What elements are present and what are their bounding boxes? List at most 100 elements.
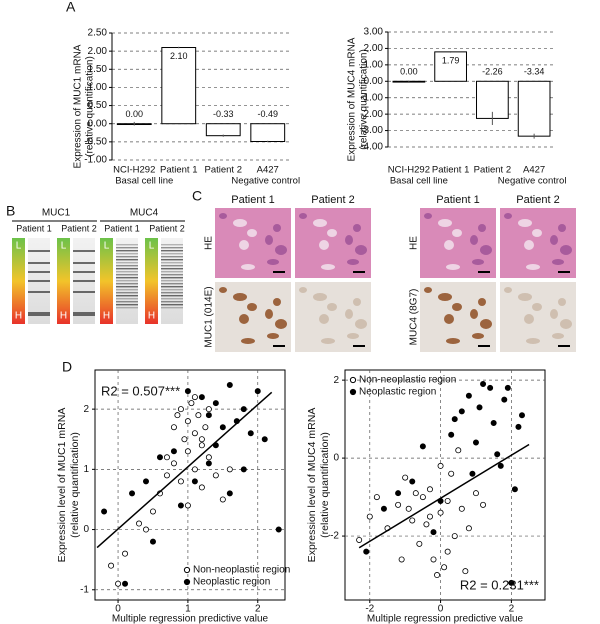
- y-tick-label: 0.00: [364, 76, 384, 87]
- gel-band: [161, 247, 183, 249]
- gel-band: [161, 268, 183, 270]
- ladder-top: L: [16, 241, 22, 252]
- point: [504, 384, 511, 391]
- point: [247, 430, 254, 437]
- tissue: [247, 229, 257, 237]
- tissue: [424, 287, 432, 293]
- tissue: [550, 309, 558, 319]
- y-tick-label: 0.00: [88, 118, 108, 129]
- y-axis-label: (relative quantification): [69, 432, 81, 538]
- x-tick-label: 2: [509, 604, 515, 615]
- column-header: Patient 2: [311, 194, 354, 206]
- gel-title: MUC1: [42, 208, 71, 219]
- point: [142, 478, 149, 485]
- lane-label: Patient 2: [61, 223, 97, 233]
- tissue: [355, 245, 367, 255]
- tissue: [345, 235, 353, 245]
- row-label: MUC4 (8G7): [409, 289, 420, 346]
- legend-marker: [183, 578, 191, 586]
- tissue: [313, 293, 327, 301]
- gel-band: [116, 304, 138, 306]
- tissue: [470, 309, 478, 319]
- point: [226, 490, 233, 497]
- gel-band: [73, 262, 95, 264]
- point: [115, 580, 122, 587]
- y-tick-label: 2: [83, 404, 89, 415]
- gel-band: [28, 280, 50, 282]
- y-tick-label: -1.00: [360, 92, 383, 103]
- point: [444, 497, 451, 504]
- point: [430, 529, 437, 536]
- gel-band: [28, 312, 50, 316]
- point: [419, 494, 426, 501]
- y-tick-label: -1: [80, 584, 89, 595]
- point: [198, 484, 205, 491]
- point: [181, 436, 188, 443]
- y-tick-label: 2.00: [364, 43, 384, 54]
- y-tick-label: 2.50: [88, 28, 108, 39]
- tissue: [504, 287, 512, 293]
- tissue: [327, 303, 337, 311]
- bar: [250, 123, 286, 142]
- tissue: [241, 264, 255, 270]
- gel-band: [161, 271, 183, 273]
- point: [198, 394, 205, 401]
- y-axis-label: Expression level of MUC1 mRNA: [56, 408, 68, 563]
- tissue: [478, 224, 486, 232]
- row-label: HE: [409, 236, 420, 250]
- point: [191, 466, 198, 473]
- tissue: [550, 235, 558, 245]
- point: [184, 448, 191, 455]
- point: [174, 412, 181, 419]
- ladder: [100, 238, 113, 324]
- y-tick-label: 1.00: [88, 82, 108, 93]
- point: [122, 580, 129, 587]
- tissue: [299, 213, 307, 219]
- point: [437, 462, 444, 469]
- y-axis-label: Expression of MUC1 mRNA: [73, 44, 84, 168]
- legend-label: Non-neoplastic region: [193, 565, 290, 576]
- x-tick-label: A427: [257, 165, 279, 176]
- y-axis-label: (relative quantification): [85, 56, 96, 157]
- tissue: [532, 229, 542, 237]
- x-tick-label: Patient 1: [160, 165, 198, 176]
- point: [409, 517, 416, 524]
- point: [511, 486, 518, 493]
- gel-band: [116, 301, 138, 303]
- point: [472, 490, 479, 497]
- tissue: [452, 303, 462, 311]
- gel-band: [116, 265, 138, 267]
- tissue: [267, 333, 279, 339]
- gel-band: [116, 256, 138, 258]
- y-axis-label: Expression level of MUC4 mRNA: [306, 408, 318, 563]
- y-tick-label: -3.00: [360, 125, 383, 136]
- point: [240, 466, 247, 473]
- gel-band: [161, 259, 183, 261]
- point: [149, 508, 156, 515]
- point: [472, 439, 479, 446]
- point: [205, 406, 212, 413]
- point: [177, 502, 184, 509]
- point: [101, 508, 108, 515]
- point: [409, 478, 416, 485]
- tissue: [526, 264, 540, 270]
- point: [202, 424, 209, 431]
- gel-band: [116, 271, 138, 273]
- tissue: [470, 235, 478, 245]
- legend-label: Neoplastic region: [359, 387, 436, 398]
- y-tick-label: 0: [83, 524, 89, 535]
- legend-marker: [183, 566, 191, 574]
- value-label: 2.10: [170, 51, 188, 61]
- point: [261, 436, 268, 443]
- x-sublabel: Basal cell line: [390, 176, 448, 187]
- gel-band: [116, 292, 138, 294]
- tissue: [327, 229, 337, 237]
- point: [205, 454, 212, 461]
- tissue: [273, 224, 281, 232]
- x-tick-label: Patient 2: [474, 165, 512, 176]
- gel-band: [161, 280, 183, 282]
- tissue: [347, 333, 359, 339]
- y-axis-label: Expression of MUC4 mRNA: [347, 37, 358, 161]
- point: [441, 564, 448, 571]
